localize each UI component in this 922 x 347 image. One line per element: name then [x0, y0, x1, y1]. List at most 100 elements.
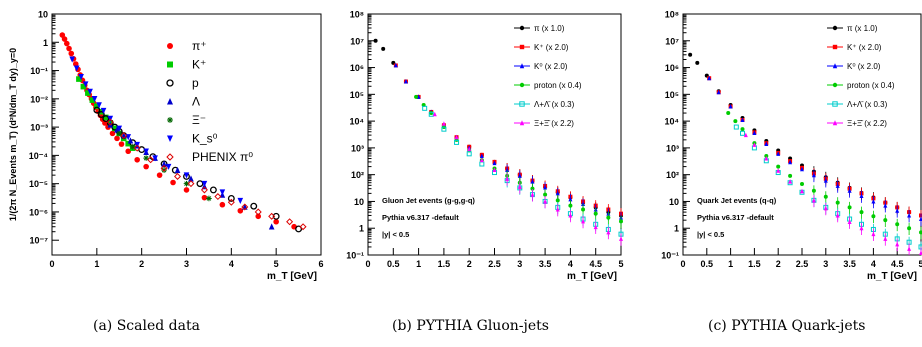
data-point: [883, 236, 888, 241]
legend-label: proton (x 0.4): [534, 81, 582, 90]
x-tick-label: 3.5: [539, 259, 552, 269]
data-point: [143, 148, 149, 155]
data-point: [707, 75, 712, 81]
data-point: [209, 186, 217, 194]
legend-label: π⁺: [192, 39, 207, 53]
legend-label: Λ+Λ̄ (x 0.3): [534, 100, 575, 109]
y-tick-label: 10⁸: [350, 10, 364, 20]
data-point: [429, 111, 434, 116]
x-tick-label: 5: [274, 259, 279, 269]
data-point: [167, 43, 173, 49]
y-tick-label: 10⁻⁷: [30, 236, 49, 246]
data-point: [619, 219, 623, 224]
y-tick-label: 10⁵: [350, 90, 364, 100]
data-point: [91, 96, 98, 103]
data-point: [432, 111, 437, 117]
x-tick-label: 0: [49, 259, 54, 269]
y-tick-label: 1: [43, 38, 48, 48]
data-point: [201, 180, 208, 187]
series-0: [373, 38, 623, 223]
data-point: [73, 65, 80, 72]
y-tick-label: 10⁻¹: [30, 66, 48, 76]
data-point: [227, 194, 235, 202]
data-point: [219, 201, 226, 208]
data-point: [517, 173, 522, 178]
x-tick-label: 2.5: [488, 259, 501, 269]
data-point: [788, 179, 793, 184]
data-point: [166, 153, 174, 161]
data-point: [61, 36, 68, 42]
legend-label: Λ+Λ̄ (x 0.3): [847, 100, 888, 109]
annotation-text: |y| < 0.5: [697, 230, 724, 239]
data-point: [116, 130, 123, 137]
data-point: [160, 164, 168, 172]
data-point: [100, 107, 107, 115]
legend-label: K⁰ (x 2.0): [534, 62, 568, 71]
y-tick-label: 1: [359, 224, 364, 234]
data-point: [114, 126, 120, 133]
data-point: [63, 40, 70, 47]
data-point: [167, 98, 173, 105]
data-point: [174, 172, 182, 180]
data-point: [593, 211, 598, 216]
data-point: [94, 103, 100, 109]
data-point: [492, 160, 497, 166]
data-point: [543, 185, 548, 190]
data-point: [788, 173, 793, 178]
data-point: [776, 164, 781, 169]
x-tick-label: 3.5: [843, 259, 856, 269]
data-point: [764, 141, 769, 146]
series-1: [76, 76, 136, 151]
data-point: [871, 198, 876, 204]
data-point: [466, 151, 472, 157]
data-point: [581, 218, 586, 224]
series-5: [432, 111, 623, 246]
plot-frame: [51, 13, 322, 256]
data-point: [919, 250, 922, 255]
series-5: [743, 132, 922, 255]
legend-label: proton (x 0.4): [847, 81, 895, 90]
y-tick-label: 10²: [351, 170, 364, 180]
caption-a: (a) Scaled data: [93, 318, 200, 334]
data-point: [414, 94, 419, 99]
x-tick-label: 2.5: [796, 259, 809, 269]
series-6: [106, 118, 307, 231]
x-tick-label: 6: [318, 259, 323, 269]
data-point: [835, 200, 840, 205]
y-tick-label: 10: [38, 10, 48, 20]
data-point: [273, 218, 279, 225]
data-point: [555, 207, 560, 212]
data-point: [93, 106, 101, 114]
data-point: [593, 224, 598, 230]
data-point: [183, 172, 190, 179]
data-point: [161, 160, 167, 167]
x-axis-label: m_T [GeV]: [567, 271, 617, 282]
data-point: [581, 201, 586, 207]
data-point: [743, 132, 748, 138]
chart-panel-1: 10⁸ 10⁷ 10⁶ 10⁵ 10⁴ 10³ 10² 10 1 10⁻¹0 0.5 1 1.5 2 2.5…: [346, 10, 623, 283]
data-point: [519, 101, 525, 107]
annotation-text: |y| < 0.5: [382, 230, 409, 239]
data-point: [295, 225, 303, 233]
data-point: [106, 118, 114, 126]
data-point: [183, 180, 190, 187]
legend-label: p: [192, 76, 199, 90]
data-point: [441, 126, 447, 132]
y-tick-label: 10⁶: [665, 63, 679, 73]
data-point: [114, 135, 120, 142]
data-point: [403, 79, 408, 84]
y-axis-label: 1/(2π N_Events m_T) (d²N/dm_T dy)_y=0: [8, 48, 18, 221]
data-point: [519, 63, 525, 69]
data-point: [454, 139, 460, 145]
data-point: [530, 192, 535, 197]
data-point: [479, 153, 484, 158]
data-point: [129, 144, 136, 150]
caption-b: (b) PYTHIA Gluon-jets: [392, 318, 549, 334]
data-point: [214, 193, 222, 201]
data-point: [165, 163, 172, 170]
data-point: [555, 190, 560, 196]
data-point: [69, 56, 75, 63]
data-point: [606, 229, 611, 235]
annotation-text: Quark Jet events (q-q): [697, 196, 777, 205]
data-point: [832, 44, 838, 50]
